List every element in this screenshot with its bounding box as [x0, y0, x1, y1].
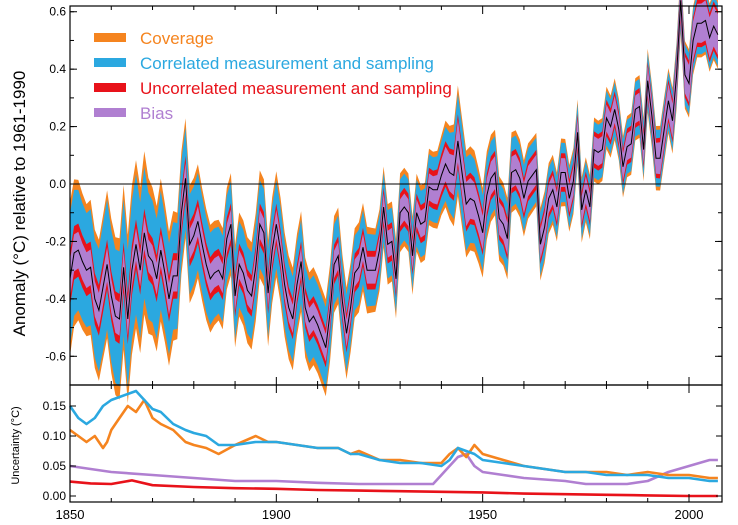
- legend: Coverage Correlated measurement and sampl…: [94, 29, 452, 123]
- uncertainty-series-line: [69, 398, 718, 480]
- legend-label: Correlated measurement and sampling: [140, 54, 434, 73]
- x-tick-label: 1850: [56, 507, 85, 522]
- y-tick-label: 0.2: [49, 120, 66, 134]
- uncertainty-series-line: [69, 479, 718, 498]
- y-tick-label: 0.00: [43, 489, 67, 503]
- y-tick-label: 0.0: [49, 177, 66, 191]
- y-tick-label: -0.2: [45, 234, 66, 248]
- legend-label: Bias: [140, 104, 173, 123]
- bottom-axes: 0.15 0.10 0.05 0.00 1850 1900 1950 2000: [43, 384, 723, 522]
- top-axes: 0.6 0.4 0.2 0.0 -0.2 -0.4 -0.6: [45, 5, 723, 386]
- y-tick-label: 0.4: [49, 62, 66, 76]
- legend-label: Uncorrelated measurement and sampling: [140, 79, 452, 98]
- y-tick-label: 0.15: [43, 399, 67, 413]
- y-tick-label: 0.6: [49, 5, 66, 19]
- legend-swatch: [94, 58, 126, 67]
- legend-swatch: [94, 33, 126, 42]
- x-tick-label: 1950: [468, 507, 497, 522]
- x-tick-label: 2000: [675, 507, 704, 522]
- uncertainty-series-line: [69, 452, 718, 486]
- y-tick-label: -0.4: [45, 292, 66, 306]
- x-tick-label: 1900: [262, 507, 291, 522]
- legend-swatch: [94, 83, 126, 92]
- bottom-plot-frame: [69, 384, 723, 503]
- legend-swatch: [94, 108, 126, 117]
- y-tick-label: 0.10: [43, 429, 67, 443]
- y-tick-label: -0.6: [45, 349, 66, 363]
- bottom-y-axis-label: Uncertainty (°C): [10, 406, 22, 484]
- y-tick-label: 0.05: [43, 459, 67, 473]
- central-anomaly-line: [69, 0, 719, 348]
- legend-label: Coverage: [140, 29, 214, 48]
- uncertainty-series-line: [68, 389, 718, 483]
- bottom-uncertainty-lines: [68, 389, 718, 498]
- top-y-axis-label: Anomaly (°C) relative to 1961-1990: [10, 71, 29, 337]
